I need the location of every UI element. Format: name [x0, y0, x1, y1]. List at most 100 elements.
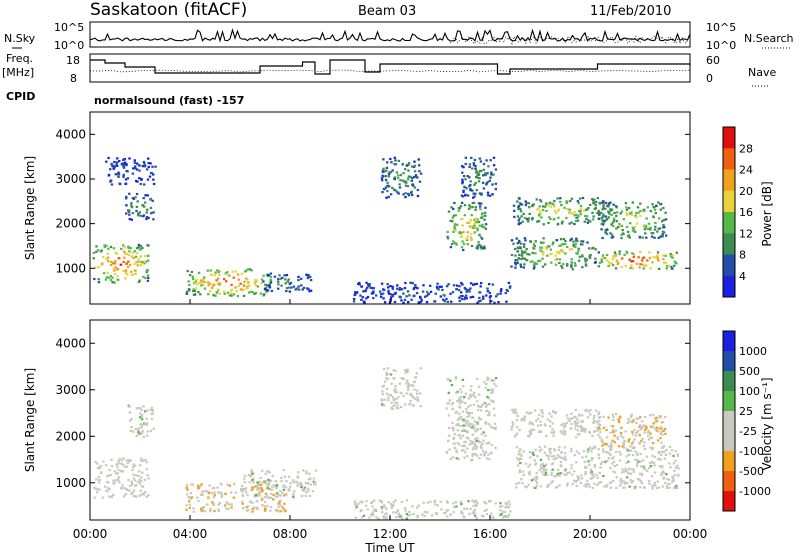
data-cell: [504, 292, 507, 295]
data-cell: [117, 469, 120, 472]
data-cell: [534, 409, 537, 412]
data-cell: [581, 414, 584, 417]
data-cell: [612, 217, 616, 220]
data-cell: [465, 422, 468, 425]
data-cell: [619, 432, 623, 435]
x-tick-label: 08:00: [273, 527, 308, 541]
data-cell: [126, 177, 130, 180]
data-cell: [472, 164, 476, 167]
data-cell: [263, 509, 267, 512]
data-cell: [295, 287, 299, 290]
data-cell: [634, 450, 637, 453]
data-cell: [464, 451, 467, 454]
data-cell: [612, 219, 616, 222]
data-cell: [467, 405, 470, 408]
data-cell: [607, 457, 611, 460]
data-cell: [362, 290, 365, 293]
data-cell: [647, 438, 651, 441]
data-cell: [674, 450, 677, 453]
data-cell: [518, 471, 521, 474]
data-cell: [99, 250, 103, 253]
data-cell: [665, 486, 669, 489]
data-cell: [658, 427, 662, 430]
data-cell: [640, 420, 644, 423]
data-cell: [399, 174, 402, 177]
data-cell: [207, 293, 210, 296]
data-cell: [635, 262, 638, 265]
data-cell: [403, 507, 407, 510]
data-cell: [512, 242, 515, 245]
data-cell: [458, 397, 461, 401]
data-cell: [637, 211, 640, 214]
data-cell: [500, 513, 503, 516]
data-cell: [615, 227, 618, 230]
data-cell: [456, 429, 459, 432]
data-cell: [476, 377, 479, 381]
data-cell: [306, 287, 309, 290]
data-cell: [654, 484, 657, 487]
data-cell: [118, 457, 121, 460]
data-cell: [486, 181, 489, 184]
data-cell: [392, 511, 395, 514]
data-cell: [594, 204, 597, 207]
data-cell: [542, 465, 546, 468]
data-cell: [309, 478, 312, 481]
data-cell: [282, 488, 286, 491]
data-cell: [481, 212, 484, 215]
data-cell: [669, 252, 672, 256]
data-cell: [280, 480, 283, 483]
data-cell: [581, 420, 584, 423]
data-cell: [389, 193, 393, 196]
data-cell: [252, 477, 255, 480]
data-cell: [607, 416, 610, 419]
data-cell: [581, 254, 584, 257]
data-cell: [304, 481, 307, 485]
data-cell: [520, 254, 524, 257]
data-cell: [539, 241, 543, 244]
data-cell: [563, 424, 567, 427]
data-cell: [482, 168, 485, 171]
data-cell: [512, 204, 516, 207]
data-cell: [466, 231, 469, 234]
data-cell: [598, 211, 601, 214]
data-cell: [387, 501, 390, 504]
data-cell: [477, 393, 481, 396]
data-cell: [107, 276, 111, 279]
data-cell: [554, 457, 557, 460]
data-cell: [473, 514, 477, 517]
data-cell: [146, 474, 149, 477]
data-cell: [297, 483, 300, 486]
data-cell: [282, 485, 285, 488]
data-cell: [108, 474, 111, 477]
data-cell: [476, 229, 479, 232]
data-cell: [263, 505, 266, 508]
nsky-tick-bottom-left: 10^0: [54, 39, 84, 52]
data-cell: [494, 188, 497, 191]
data-cell: [478, 169, 482, 173]
data-cell: [618, 415, 622, 418]
data-cell: [661, 235, 664, 238]
data-cell: [186, 270, 189, 273]
data-cell: [252, 506, 256, 509]
data-cell: [239, 282, 242, 285]
data-cell: [466, 447, 469, 450]
data-cell: [129, 270, 133, 273]
data-cell: [639, 460, 642, 463]
data-cell: [393, 391, 397, 394]
data-cell: [607, 202, 611, 205]
data-cell: [553, 454, 556, 457]
data-cell: [631, 201, 634, 204]
data-cell: [469, 393, 472, 396]
data-cell: [474, 226, 477, 229]
data-cell: [419, 405, 422, 408]
data-cell: [470, 214, 473, 217]
data-cell: [211, 501, 214, 504]
data-cell: [276, 509, 279, 512]
data-cell: [140, 413, 144, 417]
data-cell: [197, 271, 201, 274]
data-cell: [116, 466, 119, 469]
power-colorbar-label: Power [dB]: [760, 181, 774, 246]
data-cell: [277, 506, 280, 509]
data-cell: [261, 489, 264, 492]
data-cell: [562, 432, 566, 435]
